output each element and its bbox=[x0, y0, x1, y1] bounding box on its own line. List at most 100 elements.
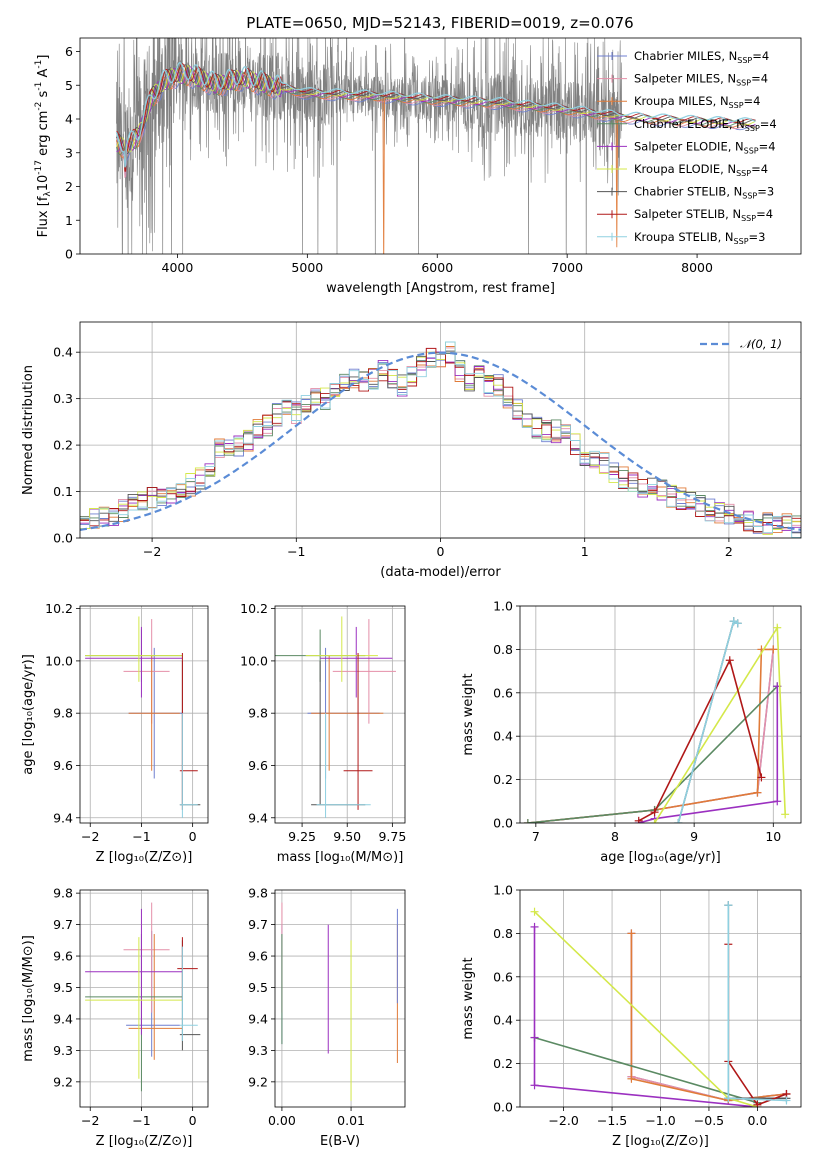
y-tick-label: 0.6 bbox=[493, 969, 513, 984]
x-tick-label: 0.01 bbox=[337, 1113, 365, 1128]
x-axis-label: Z [log₁₀(Z/Z⊙)] bbox=[612, 1134, 709, 1149]
y-tick-label: 10.2 bbox=[45, 601, 73, 616]
axes-frame bbox=[79, 37, 802, 255]
y-tick-label: 0 bbox=[65, 247, 73, 262]
x-tick-label: 0.00 bbox=[268, 1113, 296, 1128]
x-tick-label: −2.0 bbox=[548, 1113, 578, 1128]
y-tick-label: 9.7 bbox=[248, 917, 268, 932]
y-tick-label: 9.6 bbox=[248, 758, 268, 773]
model-spectrum-3 bbox=[115, 67, 756, 163]
x-tick-label: 5000 bbox=[291, 260, 323, 275]
y-tick-label: 9.4 bbox=[248, 810, 268, 825]
weight-line-5 bbox=[533, 911, 758, 1107]
y-tick-label: 9.8 bbox=[248, 706, 268, 721]
y-axis-label: Normed distribution bbox=[21, 365, 36, 495]
x-tick-label: −2 bbox=[81, 829, 99, 844]
plot-area bbox=[115, 38, 756, 254]
x-tick-label: 1 bbox=[581, 544, 589, 559]
weight-line-3 bbox=[534, 1036, 758, 1104]
y-tick-label: 9.8 bbox=[53, 706, 73, 721]
y-tick-label: 0.2 bbox=[53, 438, 73, 453]
y-tick-label: 1 bbox=[65, 213, 73, 228]
y-tick-label: 9.8 bbox=[248, 886, 268, 901]
y-tick-label: 6 bbox=[65, 44, 73, 59]
plot-area bbox=[275, 616, 396, 818]
legend-entry: Salpeter MILES, NSSP=4 bbox=[634, 72, 768, 88]
model-spectrum-8 bbox=[115, 62, 756, 168]
legend-entry: Kroupa STELIB, NSSP=3 bbox=[634, 230, 765, 246]
y-tick-label: 4 bbox=[65, 112, 73, 127]
x-tick-label: −2 bbox=[81, 1113, 99, 1128]
axes-frame bbox=[79, 605, 209, 824]
observed-spectrum bbox=[116, 38, 622, 254]
plot-area bbox=[523, 617, 790, 823]
x-axis-label: age [log₁₀(age/yr)] bbox=[600, 850, 721, 865]
y-tick-label: 9.4 bbox=[248, 1011, 268, 1026]
x-tick-label: 9.25 bbox=[288, 829, 316, 844]
y-tick-label: 10.0 bbox=[240, 653, 268, 668]
y-tick-label: 0.3 bbox=[53, 391, 73, 406]
histogram-0 bbox=[80, 353, 801, 534]
histogram-2 bbox=[80, 346, 801, 533]
gaussian-curve bbox=[80, 351, 801, 531]
legend-entry: Kroupa MILES, NSSP=4 bbox=[634, 94, 760, 110]
y-tick-label: 0.8 bbox=[493, 642, 513, 657]
y-tick-label: 5 bbox=[65, 78, 73, 93]
legend-entry: 𝒩(0, 1) bbox=[740, 337, 782, 351]
y-tick-label: 0.1 bbox=[53, 484, 73, 499]
axes-frame bbox=[274, 889, 406, 1108]
weight-line-4 bbox=[533, 926, 758, 1107]
legend-entry: Salpeter STELIB, NSSP=4 bbox=[634, 207, 773, 223]
y-tick-label: 1.0 bbox=[493, 883, 513, 898]
x-axis-label: wavelength [Angstrom, rest frame] bbox=[326, 281, 555, 296]
x-tick-label: 9.50 bbox=[333, 829, 361, 844]
y-tick-label: 0.4 bbox=[53, 345, 73, 360]
y-axis-label: age [log₁₀(age/yr)] bbox=[21, 654, 36, 775]
x-tick-label: 0 bbox=[437, 544, 445, 559]
legend-entry: Chabrier STELIB, NSSP=3 bbox=[634, 185, 774, 201]
y-tick-label: 9.5 bbox=[53, 980, 73, 995]
y-tick-label: 0.0 bbox=[493, 1100, 513, 1115]
y-axis-label: mass [log₁₀(M/M⊙)] bbox=[21, 935, 36, 1062]
y-tick-label: 9.6 bbox=[53, 758, 73, 773]
plot-area bbox=[530, 901, 791, 1107]
y-tick-label: 9.6 bbox=[53, 949, 73, 964]
weight_vs_age-panel: 7 8 9 10 0.0 0.2 0.4 0.6 0.8 1.0 age [log₁₀(age/yr… bbox=[461, 599, 802, 865]
spectrum-panel: 4000 5000 6000 7000 8000 0 1 2 3 4 5 6 wavelength [A… bbox=[34, 37, 802, 296]
y-tick-label: 0.0 bbox=[53, 531, 73, 546]
mass_vs_ebv-panel: 0.00 0.01 9.2 9.3 9.4 9.5 9.6 9.7 9.8 E(B-V) bbox=[248, 886, 406, 1149]
y-tick-label: 1.0 bbox=[493, 599, 513, 614]
mass_vs_Z-panel: −2 −1 0 9.2 9.3 9.4 9.5 9.6 9.7 9.8 Z [log₁₀(Z/Z⊙)… bbox=[21, 886, 209, 1149]
plot-area bbox=[80, 341, 801, 538]
x-axis-label: Z [log₁₀(Z/Z⊙)] bbox=[96, 850, 193, 865]
legend-entry: Kroupa ELODIE, NSSP=4 bbox=[634, 162, 768, 178]
weight_vs_Z-panel: −2.0 −1.5 −1.0 −0.5 0.0 0.0 0.2 0.4 0.6 0.8 1.0 Z [… bbox=[461, 883, 802, 1149]
histogram-8 bbox=[80, 341, 801, 538]
x-tick-label: 6000 bbox=[421, 260, 453, 275]
x-axis-label: Z [log₁₀(Z/Z⊙)] bbox=[96, 1134, 193, 1149]
y-tick-label: 0.4 bbox=[493, 729, 513, 744]
x-tick-label: −0.5 bbox=[694, 1113, 724, 1128]
x-tick-label: 10 bbox=[765, 829, 781, 844]
x-axis-label: (data-model)/error bbox=[380, 565, 501, 580]
y-tick-label: 10.2 bbox=[240, 601, 268, 616]
y-tick-label: 9.3 bbox=[53, 1043, 73, 1058]
y-axis-label: Flux [fλ10-17 erg cm-2 s-1 A-1] bbox=[34, 55, 53, 238]
y-tick-label: 0.4 bbox=[493, 1013, 513, 1028]
x-tick-label: 2 bbox=[725, 544, 733, 559]
y-tick-label: 3 bbox=[65, 145, 73, 160]
weight-line-7 bbox=[638, 658, 763, 822]
plot-area bbox=[85, 616, 201, 818]
axes-frame bbox=[274, 605, 406, 824]
figure-title: PLATE=0650, MJD=52143, FIBERID=0019, z=0… bbox=[246, 14, 633, 32]
x-tick-label: −1.0 bbox=[645, 1113, 675, 1128]
y-tick-label: 2 bbox=[65, 179, 73, 194]
x-tick-label: 0 bbox=[189, 1113, 197, 1128]
legend-entry: Chabrier ELODIE, NSSP=4 bbox=[634, 117, 777, 133]
x-tick-label: 8 bbox=[611, 829, 619, 844]
y-tick-label: 9.2 bbox=[53, 1074, 73, 1089]
x-tick-label: −1 bbox=[287, 544, 305, 559]
legend: Chabrier MILES, NSSP=4 Salpeter MILES, NS… bbox=[597, 49, 777, 246]
y-tick-label: 9.7 bbox=[53, 917, 73, 932]
